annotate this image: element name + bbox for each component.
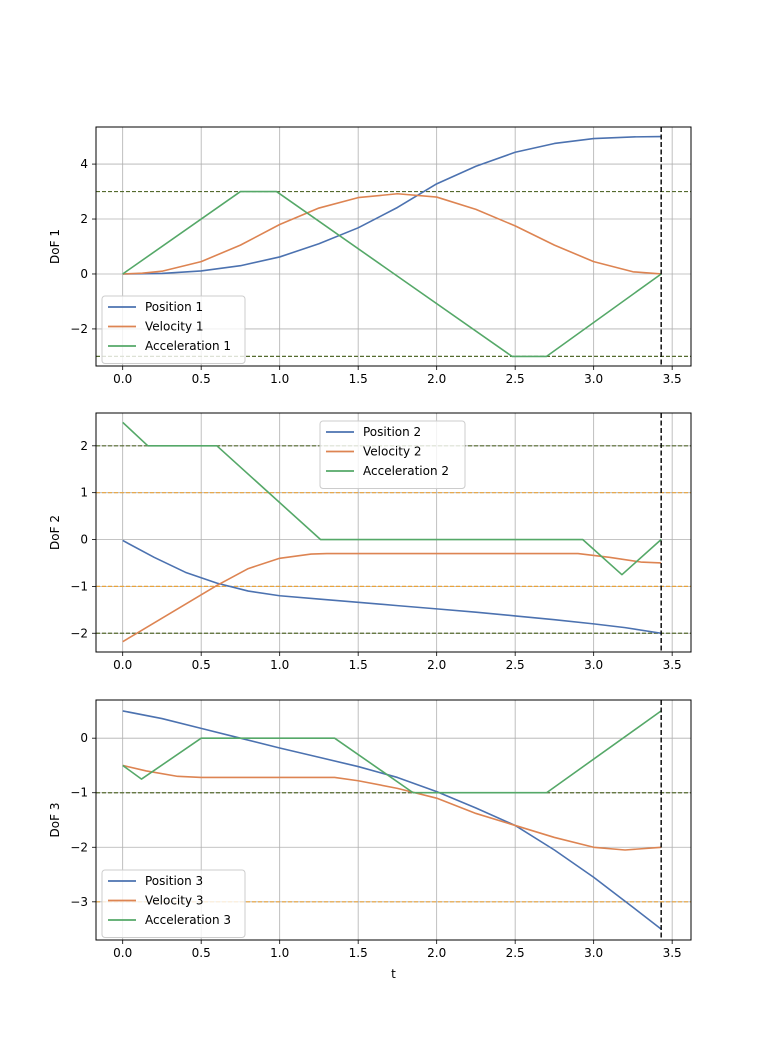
y-tick-label: −2 [70, 322, 88, 336]
legend-label: Acceleration 1 [145, 339, 231, 353]
x-tick-label: 3.5 [663, 372, 682, 386]
x-tick-label: 3.0 [584, 658, 603, 672]
axes-frame [95, 699, 692, 941]
y-tick-label: −2 [70, 840, 88, 854]
series-line-velocity-2 [122, 552, 662, 643]
y-tick-label: 2 [80, 212, 88, 226]
y-tick-label: 0 [80, 533, 88, 547]
x-tick-label: 0.5 [192, 946, 211, 960]
axes-frame [95, 126, 692, 367]
x-tick-label: 3.0 [584, 946, 603, 960]
x-tick-label: 0.5 [192, 658, 211, 672]
x-tick-label: 1.5 [349, 946, 368, 960]
series-line-acceleration-1 [122, 190, 662, 358]
legend: Position 2 Velocity 2 Acceleration 2 [319, 420, 466, 489]
chart-panel-2: 0.0 0.5 1.0 1.5 2.0 2.5 3.0 3.5 −2 −1 0 1 2 DoF 2 Posi… [48, 412, 692, 672]
y-tick-label: 4 [80, 157, 88, 171]
y-tick-label: −2 [70, 626, 88, 640]
series-line-position-2 [122, 539, 662, 635]
x-tick-label: 2.0 [427, 658, 446, 672]
y-axis-label: DoF 1 [48, 229, 62, 264]
y-axis-label: DoF 2 [48, 515, 62, 550]
legend-label: Position 2 [363, 425, 421, 439]
x-tick-label: 0.0 [113, 946, 132, 960]
x-tick-label: 2.0 [427, 372, 446, 386]
x-axis-label: t [391, 967, 396, 981]
x-tick-label: 1.0 [270, 658, 289, 672]
y-tick-label: 2 [80, 439, 88, 453]
y-tick-label: 1 [80, 486, 88, 500]
legend-label: Acceleration 2 [363, 464, 449, 478]
series-line-acceleration-2 [122, 421, 662, 576]
series-line-velocity-1 [122, 192, 662, 275]
legend-label: Position 3 [145, 874, 203, 888]
series-line-position-1 [122, 135, 662, 275]
x-tick-label: 3.5 [663, 946, 682, 960]
y-tick-label: 0 [80, 267, 88, 281]
y-tick-label: −1 [70, 786, 88, 800]
x-tick-label: 2.5 [506, 658, 525, 672]
legend-label: Velocity 1 [145, 320, 204, 334]
x-tick-label: 1.0 [270, 946, 289, 960]
legend: Position 1 Velocity 1 Acceleration 1 [101, 295, 246, 364]
y-tick-label: 0 [80, 731, 88, 745]
x-tick-label: 0.0 [113, 372, 132, 386]
chart-panel-3: 0.0 0.5 1.0 1.5 2.0 2.5 3.0 3.5 −3 −2 −1 0 DoF 3 t Pos… [48, 699, 692, 981]
legend-label: Position 1 [145, 300, 203, 314]
x-tick-label: 1.5 [349, 658, 368, 672]
y-axis-label: DoF 3 [48, 803, 62, 838]
x-tick-label: 2.0 [427, 946, 446, 960]
x-tick-label: 2.5 [506, 946, 525, 960]
y-tick-label: −1 [70, 579, 88, 593]
x-tick-label: 2.5 [506, 372, 525, 386]
legend-label: Velocity 2 [363, 445, 422, 459]
x-tick-label: 1.5 [349, 372, 368, 386]
x-tick-label: 3.5 [663, 658, 682, 672]
series-line-velocity-3 [122, 764, 662, 851]
y-tick-label: −3 [70, 895, 88, 909]
x-tick-label: 0.5 [192, 372, 211, 386]
series-line-acceleration-3 [122, 710, 662, 794]
axes-frame [95, 412, 692, 653]
series-line-position-3 [122, 710, 662, 930]
x-tick-label: 1.0 [270, 372, 289, 386]
legend-label: Acceleration 3 [145, 913, 231, 927]
legend: Position 3 Velocity 3 Acceleration 3 [101, 869, 246, 938]
legend-label: Velocity 3 [145, 894, 204, 908]
x-tick-label: 0.0 [113, 658, 132, 672]
x-tick-label: 3.0 [584, 372, 603, 386]
chart-panel-1: 0.0 0.5 1.0 1.5 2.0 2.5 3.0 3.5 −2 0 2 4 DoF 1 Positi… [48, 126, 692, 386]
